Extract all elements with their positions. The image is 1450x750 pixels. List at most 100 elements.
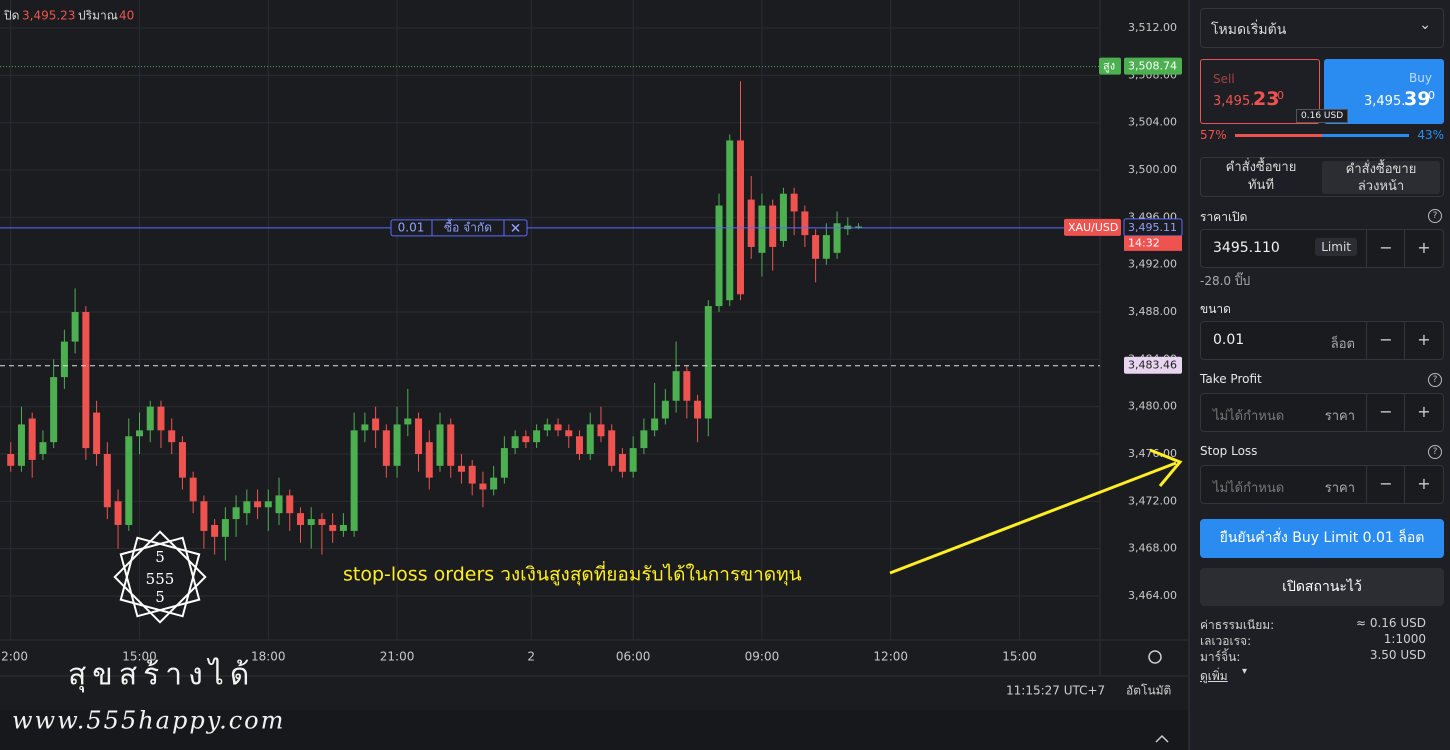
logo-text: 5 xyxy=(155,548,165,566)
candle-body xyxy=(500,448,508,478)
candle-body xyxy=(232,507,240,520)
info-label: เลเวอเรจ: xyxy=(1200,634,1252,648)
chevron: ▾ xyxy=(1242,666,1248,677)
take-profit-input[interactable]: ไม่ได้กำหนด ราคา − + xyxy=(1200,393,1444,432)
size-input[interactable]: 0.01 ล็อต − + xyxy=(1200,321,1444,360)
sentiment-bar xyxy=(1235,134,1322,137)
input-unit[interactable]: ราคา xyxy=(1324,409,1355,424)
status-mode[interactable]: อัตโนมัติ xyxy=(1126,684,1171,698)
annotation: stop-loss orders วงเงินสูงสุดที่ยอมรับได… xyxy=(343,561,802,587)
info-value: 1:1000 xyxy=(1383,632,1426,646)
help-icon[interactable]: ? xyxy=(1428,209,1442,223)
info-row: เลเวอเรจ: 1:1000 xyxy=(1200,632,1442,651)
candle-body xyxy=(715,205,723,307)
minus-button[interactable]: − xyxy=(1366,230,1405,267)
open-price-input[interactable]: 3495.110 Limit − + xyxy=(1200,229,1444,268)
minus-button[interactable]: − xyxy=(1366,466,1405,503)
legend-volume-label: ปริมาณ xyxy=(78,9,118,23)
price-badge-text: 3,483.46 xyxy=(1128,359,1177,372)
logo-text: 5 xyxy=(155,588,165,606)
candle-body xyxy=(457,465,465,472)
pips: -28.0 ปิ๊ป xyxy=(1200,274,1251,288)
candle-body xyxy=(93,412,101,454)
candle-body xyxy=(82,312,90,449)
candle-body xyxy=(779,193,787,242)
minus-button[interactable]: − xyxy=(1366,394,1405,431)
legend-close: 3,495.23 xyxy=(22,9,75,23)
tab-text: คำสั่งซื้อขาย xyxy=(1345,162,1417,177)
candle-body xyxy=(125,436,133,525)
x-tick-label: 21:00 xyxy=(380,650,415,664)
plus-button[interactable]: + xyxy=(1404,230,1443,267)
candle-body xyxy=(543,424,551,431)
price-badge xyxy=(1064,218,1121,236)
mode-select[interactable]: โหมดเริ่มต้น ⌄ xyxy=(1200,8,1444,48)
candle-body xyxy=(243,501,251,514)
candle-body xyxy=(146,406,154,431)
status-time: 11:15:27 UTC+7 xyxy=(1006,684,1105,698)
more-link[interactable]: ดูเพิ่ม xyxy=(1200,669,1228,683)
plus-button[interactable]: + xyxy=(1404,394,1443,431)
candle-body xyxy=(736,140,744,295)
cancel-button[interactable]: เปิดสถานะไว้ xyxy=(1200,568,1444,606)
y-tick-label: 3,468.00 xyxy=(1128,542,1177,555)
input-unit[interactable]: ราคา xyxy=(1324,481,1355,496)
candle-body xyxy=(597,424,605,437)
info-value: ≈ 0.16 USD xyxy=(1355,616,1426,630)
x-tick-label: 12:00 xyxy=(0,650,28,664)
help-icon[interactable]: ? xyxy=(1428,373,1442,387)
candle-body xyxy=(329,524,337,531)
candle-body xyxy=(651,418,659,431)
price-badge xyxy=(1099,57,1121,75)
minus-button[interactable]: − xyxy=(1366,322,1405,359)
sell-button[interactable]: Sell 3,495. 23 0 xyxy=(1200,59,1320,124)
buy-price: 39 xyxy=(1404,88,1431,110)
candle-body xyxy=(490,477,498,490)
price-badge-text: 3,508.74 xyxy=(1128,60,1177,73)
candle-body xyxy=(822,235,830,259)
tab[interactable]: คำสั่งซื้อขาย ทันที xyxy=(1201,158,1321,197)
buy-label: Buy xyxy=(1409,71,1432,85)
plus-button[interactable]: + xyxy=(1404,466,1443,503)
plus-button[interactable]: + xyxy=(1404,322,1443,359)
help-icon[interactable]: ? xyxy=(1428,445,1442,459)
settings-icon[interactable] xyxy=(1148,650,1162,664)
x-tick-label: 15:00 xyxy=(1002,650,1037,664)
candle-body xyxy=(39,442,47,454)
field-label: Stop Loss xyxy=(1200,444,1258,458)
order-side: ซื้อ จำกัด xyxy=(444,218,492,234)
sell-price: 0 xyxy=(1277,89,1284,102)
button-text: ยืนยันคำสั่ง Buy Limit 0.01 ล็อต xyxy=(1219,530,1425,546)
sell-price: 23 xyxy=(1253,88,1280,110)
candle-body xyxy=(726,140,734,301)
candle-body xyxy=(114,501,122,525)
buy-price: 0 xyxy=(1428,89,1435,102)
candle-body xyxy=(339,524,347,531)
arrow xyxy=(889,448,1183,575)
candle-body xyxy=(350,430,358,531)
candle-body xyxy=(168,430,176,443)
stop-loss-input[interactable]: ไม่ได้กำหนด ราคา − + xyxy=(1200,465,1444,504)
sell-label: Sell xyxy=(1213,72,1235,86)
tab-active[interactable]: คำสั่งซื้อขาย ล่วงหน้า xyxy=(1322,161,1440,194)
placeholder: ไม่ได้กำหนด xyxy=(1213,481,1285,496)
mode-text: โหมดเริ่มต้น xyxy=(1211,22,1287,38)
candle-body xyxy=(307,519,315,525)
slogan: สุขสร้างได้ xyxy=(68,657,255,694)
order-tag xyxy=(390,219,528,237)
candle-body xyxy=(415,418,423,454)
chart: 3,464.003,468.003,472.003,476.003,480.00… xyxy=(0,0,1188,743)
info-label: มาร์จิ้น: xyxy=(1200,650,1241,664)
candle-body xyxy=(71,312,79,342)
candle-body xyxy=(7,453,15,466)
candle-body xyxy=(833,223,841,253)
candle-body xyxy=(618,453,626,472)
candle-body xyxy=(769,205,777,247)
x-tick-label: 06:00 xyxy=(616,650,651,664)
collapse-icon[interactable] xyxy=(1155,734,1169,743)
candle-body xyxy=(254,501,262,508)
candle-body xyxy=(447,424,455,466)
tab-text: คำสั่งซื้อขาย xyxy=(1225,160,1297,175)
spread: 0.16 USD xyxy=(1296,109,1349,123)
confirm-button[interactable]: ยืนยันคำสั่ง Buy Limit 0.01 ล็อต xyxy=(1200,519,1444,558)
